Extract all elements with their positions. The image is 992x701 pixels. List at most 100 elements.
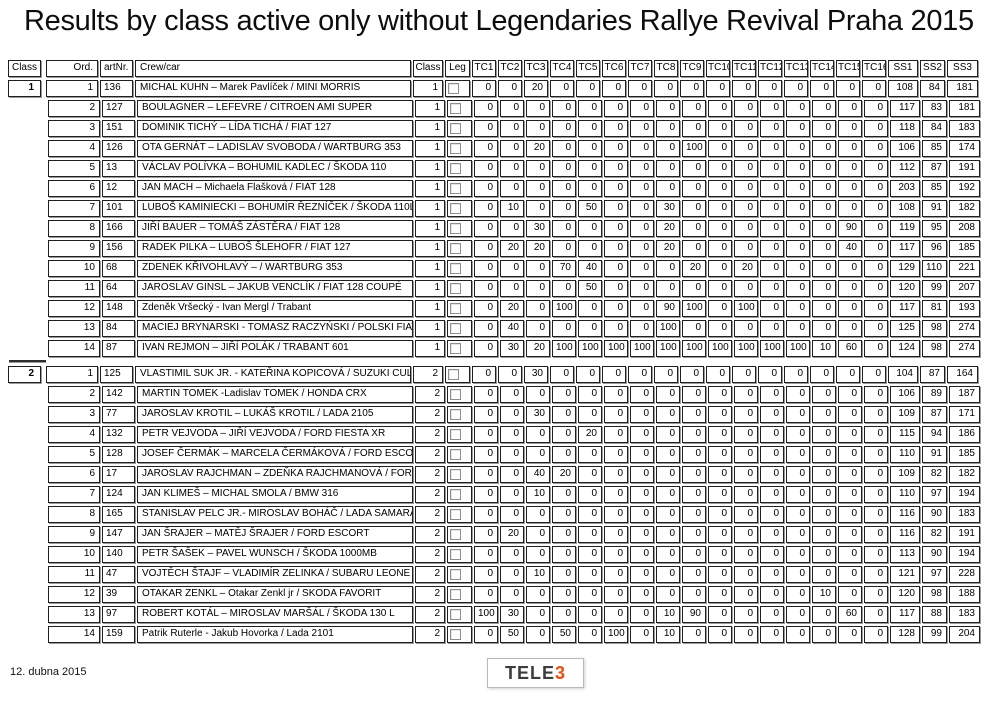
tc10-cell: 0 bbox=[708, 260, 732, 277]
table-row: 3 77 JAROSLAV KROTIL – LUKÁŠ KROTIL / LADA… bbox=[8, 406, 982, 423]
tc3-cell: 0 bbox=[526, 280, 550, 297]
tc12-cell: 0 bbox=[760, 546, 784, 563]
tc4-cell: 0 bbox=[552, 446, 576, 463]
tc2-cell: 0 bbox=[500, 486, 524, 503]
ss3-cell: 187 bbox=[949, 386, 980, 403]
column-header-tc13: TC13 bbox=[784, 60, 808, 77]
tc11-cell: 0 bbox=[734, 120, 758, 137]
tc14-cell: 0 bbox=[810, 80, 834, 97]
tc7-cell: 0 bbox=[630, 586, 654, 603]
leg-checkbox[interactable] bbox=[450, 389, 461, 400]
ss1-cell: 112 bbox=[890, 160, 920, 177]
leg-checkbox[interactable] bbox=[450, 589, 461, 600]
class-group-spacer bbox=[8, 280, 41, 297]
tc10-cell: 0 bbox=[708, 466, 732, 483]
leg-checkbox[interactable] bbox=[450, 203, 461, 214]
tc2-cell: 20 bbox=[500, 240, 524, 257]
tc6-cell: 0 bbox=[604, 300, 628, 317]
ss3-cell: 193 bbox=[949, 300, 980, 317]
crew-cell: ROBERT KOTÁL – MIROSLAV MARŠÁL / ŠKODA 1… bbox=[137, 606, 413, 623]
leg-checkbox[interactable] bbox=[448, 83, 459, 94]
column-header-ord: Ord. bbox=[46, 60, 98, 77]
tc7-cell: 0 bbox=[630, 180, 654, 197]
tc9-cell: 0 bbox=[680, 80, 704, 97]
tc15-cell: 0 bbox=[838, 300, 862, 317]
leg-checkbox[interactable] bbox=[450, 489, 461, 500]
tc15-cell: 0 bbox=[838, 566, 862, 583]
tc13-cell: 0 bbox=[786, 466, 810, 483]
leg-checkbox[interactable] bbox=[450, 429, 461, 440]
tc9-cell: 0 bbox=[682, 446, 706, 463]
leg-checkbox[interactable] bbox=[450, 103, 461, 114]
tc1-cell: 0 bbox=[474, 140, 498, 157]
tc11-cell: 0 bbox=[734, 466, 758, 483]
column-header-tc9: TC9 bbox=[680, 60, 704, 77]
artnr-cell: 125 bbox=[100, 366, 133, 383]
leg-checkbox[interactable] bbox=[450, 529, 461, 540]
leg-checkbox[interactable] bbox=[450, 243, 461, 254]
tc5-cell: 0 bbox=[578, 506, 602, 523]
tc13-cell: 0 bbox=[786, 240, 810, 257]
tc8-cell: 0 bbox=[656, 566, 680, 583]
tc7-cell: 0 bbox=[630, 280, 654, 297]
ss2-cell: 96 bbox=[922, 240, 947, 257]
tc14-cell: 0 bbox=[812, 200, 836, 217]
column-header-tc7: TC7 bbox=[628, 60, 652, 77]
leg-checkbox[interactable] bbox=[450, 303, 461, 314]
ss3-cell: 221 bbox=[949, 260, 980, 277]
tc2-cell: 0 bbox=[500, 386, 524, 403]
ord-cell: 10 bbox=[48, 260, 100, 277]
tc11-cell: 0 bbox=[734, 320, 758, 337]
tc16-cell: 0 bbox=[864, 506, 888, 523]
leg-checkbox[interactable] bbox=[450, 283, 461, 294]
tc2-cell: 20 bbox=[500, 526, 524, 543]
table-row: 9 147 JAN ŠRAJER – MATĚJ ŠRAJER / FORD ESC… bbox=[8, 526, 982, 543]
ss1-cell: 117 bbox=[890, 300, 920, 317]
tc9-cell: 0 bbox=[682, 526, 706, 543]
class-cell: 2 bbox=[415, 626, 445, 643]
artnr-cell: 87 bbox=[102, 340, 135, 357]
artnr-cell: 128 bbox=[102, 446, 135, 463]
tc12-cell: 0 bbox=[760, 526, 784, 543]
tc16-cell: 0 bbox=[864, 180, 888, 197]
leg-checkbox[interactable] bbox=[450, 509, 461, 520]
tc11-cell: 100 bbox=[734, 300, 758, 317]
leg-checkbox[interactable] bbox=[450, 469, 461, 480]
leg-checkbox[interactable] bbox=[450, 323, 461, 334]
leg-cell bbox=[447, 626, 472, 643]
leg-checkbox[interactable] bbox=[450, 629, 461, 640]
tc1-cell: 0 bbox=[474, 586, 498, 603]
ss3-cell: 207 bbox=[949, 280, 980, 297]
tc4-cell: 0 bbox=[550, 366, 574, 383]
tc14-cell: 0 bbox=[812, 240, 836, 257]
tc5-cell: 0 bbox=[578, 300, 602, 317]
class-cell: 1 bbox=[415, 100, 445, 117]
artnr-cell: 151 bbox=[102, 120, 135, 137]
tc5-cell: 40 bbox=[578, 260, 602, 277]
leg-checkbox[interactable] bbox=[450, 163, 461, 174]
tc8-cell: 90 bbox=[656, 300, 680, 317]
tc7-cell: 0 bbox=[630, 120, 654, 137]
leg-checkbox[interactable] bbox=[450, 123, 461, 134]
ss1-cell: 116 bbox=[890, 506, 920, 523]
leg-checkbox[interactable] bbox=[450, 569, 461, 580]
leg-checkbox[interactable] bbox=[450, 143, 461, 154]
leg-checkbox[interactable] bbox=[450, 409, 461, 420]
tc3-cell: 0 bbox=[526, 120, 550, 137]
leg-checkbox[interactable] bbox=[450, 183, 461, 194]
leg-checkbox[interactable] bbox=[450, 609, 461, 620]
leg-checkbox[interactable] bbox=[450, 549, 461, 560]
leg-checkbox[interactable] bbox=[450, 449, 461, 460]
tc4-cell: 0 bbox=[552, 586, 576, 603]
tc1-cell: 0 bbox=[474, 260, 498, 277]
leg-checkbox[interactable] bbox=[450, 223, 461, 234]
tc4-cell: 0 bbox=[552, 280, 576, 297]
leg-checkbox[interactable] bbox=[450, 263, 461, 274]
tc4-cell: 50 bbox=[552, 626, 576, 643]
tc13-cell: 0 bbox=[786, 140, 810, 157]
ss1-cell: 113 bbox=[890, 546, 920, 563]
leg-checkbox[interactable] bbox=[450, 343, 461, 354]
tc5-cell: 0 bbox=[578, 466, 602, 483]
leg-checkbox[interactable] bbox=[448, 369, 459, 380]
class-cell: 2 bbox=[415, 386, 445, 403]
